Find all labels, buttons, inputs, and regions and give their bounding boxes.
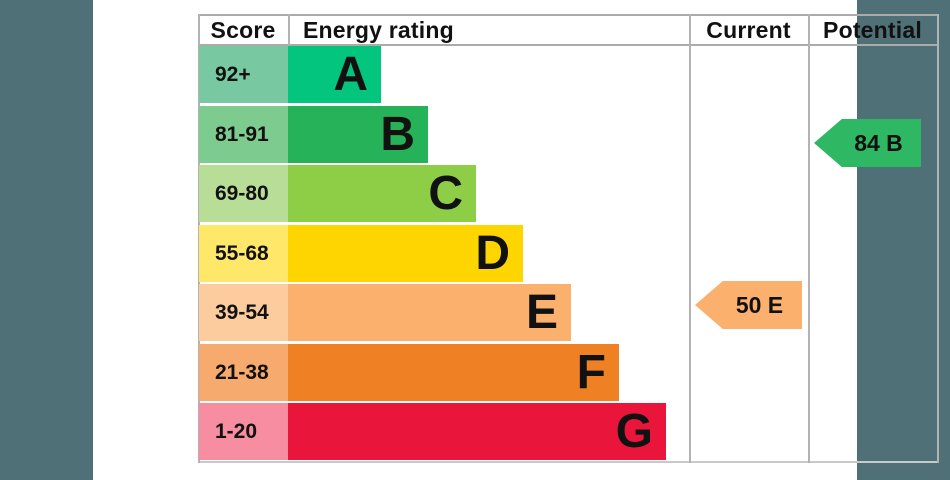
band-row-d: 55-68 D bbox=[199, 225, 939, 282]
band-row-e: 39-54 E bbox=[199, 284, 939, 341]
current-header: Current bbox=[706, 16, 791, 43]
current-column-divider bbox=[689, 14, 691, 463]
band-row-g: 1-20 G bbox=[199, 403, 939, 460]
rating-bar: F bbox=[288, 344, 619, 401]
band-letter: D bbox=[475, 227, 510, 280]
band-row-c: 69-80 C bbox=[199, 165, 939, 222]
score-range: 21-38 bbox=[199, 344, 288, 401]
potential-rating-label: 84 B bbox=[854, 129, 903, 156]
potential-column-divider bbox=[808, 14, 810, 463]
chart-panel: Score Energy rating Current Potential 92… bbox=[93, 0, 939, 480]
score-range: 69-80 bbox=[199, 165, 288, 222]
score-range: 81-91 bbox=[199, 106, 288, 163]
potential-rating-arrow: 84 B bbox=[814, 119, 921, 167]
score-range: 55-68 bbox=[199, 225, 288, 282]
band-row-b: 81-91 B bbox=[199, 106, 939, 163]
band-letter: F bbox=[576, 346, 606, 399]
table-bottom-border bbox=[198, 461, 939, 463]
energy-rating-header: Energy rating bbox=[303, 16, 454, 43]
current-rating-label: 50 E bbox=[735, 291, 784, 318]
header-bottom-border bbox=[198, 44, 939, 46]
band-letter: A bbox=[333, 48, 368, 101]
band-row-a: 92+ A bbox=[199, 46, 939, 103]
band-letter: E bbox=[525, 286, 558, 339]
table-right-border bbox=[937, 14, 939, 463]
band-row-f: 21-38 F bbox=[199, 344, 939, 401]
rating-bar: D bbox=[288, 225, 523, 282]
score-range: 39-54 bbox=[199, 284, 288, 341]
table-top-border bbox=[198, 14, 939, 16]
rating-bar: C bbox=[288, 165, 476, 222]
rating-bar: B bbox=[288, 106, 428, 163]
band-letter: G bbox=[615, 405, 653, 458]
rating-bar: E bbox=[288, 284, 571, 341]
band-letter: C bbox=[428, 167, 463, 220]
score-range: 92+ bbox=[199, 46, 288, 103]
rating-bar: A bbox=[288, 46, 381, 103]
score-range: 1-20 bbox=[199, 403, 288, 460]
score-header: Score bbox=[210, 16, 276, 43]
band-letter: B bbox=[380, 108, 415, 161]
rating-bar: G bbox=[288, 403, 666, 460]
score-column-divider bbox=[288, 14, 290, 46]
potential-header: Potential bbox=[823, 16, 922, 43]
